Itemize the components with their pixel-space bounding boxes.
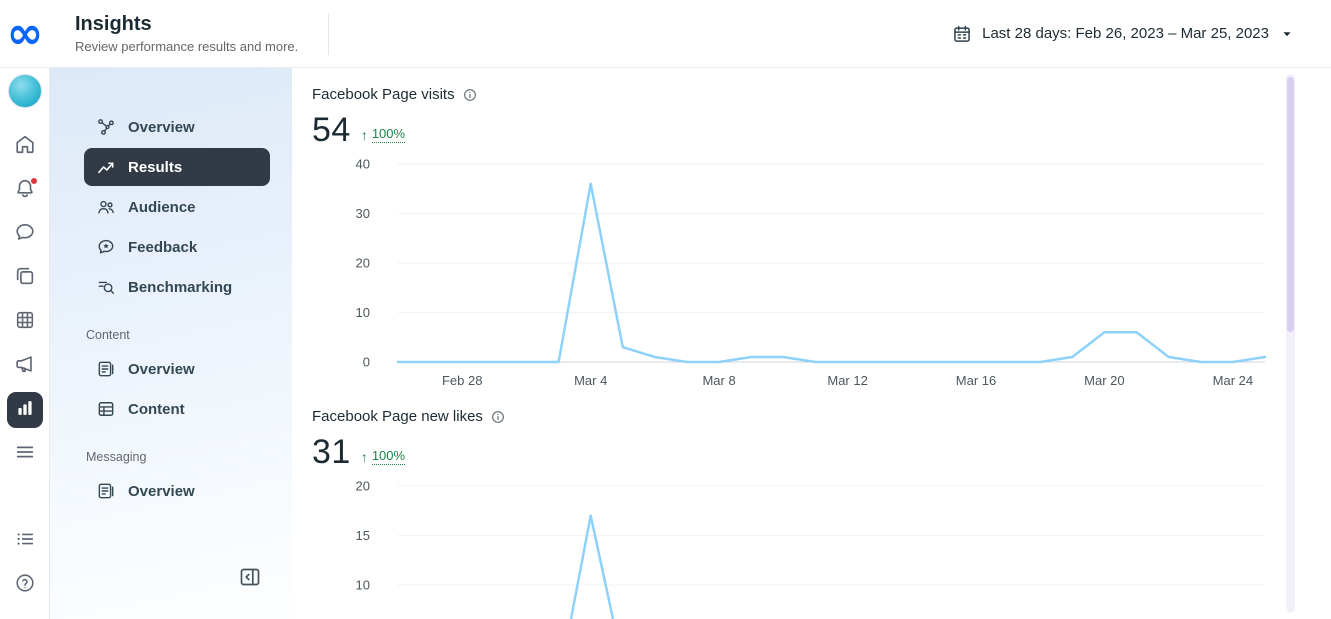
trend-up-icon: ↑	[360, 126, 368, 143]
metric-value: 31	[312, 433, 351, 471]
comment-star-icon	[96, 237, 116, 257]
all-tools-button[interactable]	[7, 436, 43, 472]
posts-button[interactable]	[7, 260, 43, 296]
pages-icon	[96, 481, 116, 501]
svg-text:Mar 24: Mar 24	[1213, 373, 1253, 388]
bar-chart-icon	[14, 397, 36, 424]
trend-indicator: ↑ 100%	[360, 448, 406, 465]
sidebar-item-label: Audience	[128, 198, 196, 216]
tasks-button[interactable]	[7, 523, 43, 559]
sidebar-item-content-overview[interactable]: Overview	[84, 350, 270, 388]
hamburger-menu-icon	[14, 441, 36, 468]
page-subtitle: Review performance results and more.	[75, 39, 299, 54]
chevron-down-icon	[1281, 28, 1293, 40]
header-divider	[328, 12, 330, 55]
inbox-button[interactable]	[7, 216, 43, 252]
profile-avatar[interactable]	[7, 74, 42, 108]
svg-text:10: 10	[356, 305, 370, 320]
sidebar-item-label: Benchmarking	[128, 278, 233, 296]
content-grid-icon	[96, 399, 116, 419]
notifications-button[interactable]	[7, 172, 43, 208]
insights-sidebar: Overview Results Audience	[50, 68, 292, 619]
trend-percent[interactable]: 100%	[371, 448, 406, 465]
info-icon[interactable]	[490, 409, 506, 425]
info-icon[interactable]	[462, 87, 478, 103]
svg-text:Mar 12: Mar 12	[827, 373, 867, 388]
sidebar-section-messaging: Messaging	[86, 450, 147, 464]
question-mark-icon	[14, 572, 36, 599]
sidebar-item-label: Content	[128, 400, 185, 418]
ads-button[interactable]	[7, 348, 43, 384]
sidebar-section-content: Content	[86, 328, 130, 342]
svg-text:20: 20	[356, 479, 370, 494]
chart-title: Facebook Page visits	[312, 86, 455, 103]
insights-button[interactable]	[6, 392, 43, 428]
svg-text:Mar 8: Mar 8	[702, 373, 735, 388]
chart-title: Facebook Page new likes	[312, 408, 483, 425]
svg-text:Mar 16: Mar 16	[956, 373, 996, 388]
people-icon	[96, 197, 116, 217]
main-content: Facebook Page visits 54 ↑ 100% 0 10 20 30 40…	[292, 68, 1331, 619]
page-visits-chart: 0 10 20 30 40 Feb 28 Mar 4 Mar 8 Mar 12 Mar 16 Mar…	[312, 156, 1275, 394]
home-button[interactable]	[7, 128, 43, 164]
notification-badge	[29, 177, 38, 185]
planner-button[interactable]	[7, 304, 43, 340]
svg-text:Feb 28: Feb 28	[442, 373, 482, 388]
sidebar-item-label: Feedback	[128, 238, 198, 256]
new-likes-card: Facebook Page new likes 31 ↑ 100% 051015…	[312, 408, 1275, 619]
svg-text:30: 30	[356, 206, 370, 221]
page-visits-card: Facebook Page visits 54 ↑ 100% 0 10 20 30 40…	[312, 86, 1275, 394]
sidebar-item-content[interactable]: Content	[84, 390, 270, 428]
copy-stack-icon	[14, 265, 36, 292]
sidebar-item-label: Overview	[128, 360, 195, 378]
sidebar-item-label: Overview	[128, 118, 195, 136]
trend-percent[interactable]: 100%	[371, 126, 406, 143]
search-compare-icon	[96, 277, 116, 297]
page-title: Insights	[75, 13, 152, 35]
calendar-icon	[952, 24, 972, 44]
home-icon	[14, 133, 36, 160]
svg-text:Mar 20: Mar 20	[1084, 373, 1124, 388]
svg-text:20: 20	[356, 256, 370, 271]
line-chart-icon	[96, 157, 116, 177]
sidebar-item-audience[interactable]: Audience	[84, 188, 270, 226]
sidebar-item-results[interactable]: Results	[84, 148, 270, 186]
chat-bubble-icon	[14, 221, 36, 248]
svg-text:15: 15	[356, 528, 370, 543]
svg-text:40: 40	[356, 157, 370, 172]
collapse-sidebar-button[interactable]	[238, 565, 262, 589]
meta-infinity-icon: ∞	[6, 7, 44, 59]
bell-icon	[14, 177, 36, 204]
svg-text:Mar 4: Mar 4	[574, 373, 607, 388]
sidebar-item-overview[interactable]: Overview	[84, 108, 270, 146]
header-title-block: Insights Review performance results and …	[75, 13, 298, 54]
date-range-picker[interactable]: Last 28 days: Feb 26, 2023 – Mar 25, 202…	[952, 24, 1293, 44]
vertical-scrollbar[interactable]	[1286, 74, 1295, 613]
sidebar-item-benchmarking[interactable]: Benchmarking	[84, 268, 270, 306]
app-body: Overview Results Audience	[0, 68, 1331, 619]
sidebar-item-messaging-overview[interactable]: Overview	[84, 472, 270, 510]
trend-indicator: ↑ 100%	[360, 126, 406, 143]
left-icon-rail	[0, 68, 50, 619]
sidebar-item-feedback[interactable]: Feedback	[84, 228, 270, 266]
pages-icon	[96, 359, 116, 379]
network-icon	[96, 117, 116, 137]
megaphone-icon	[14, 353, 36, 380]
help-button[interactable]	[7, 567, 43, 603]
svg-text:0: 0	[363, 355, 370, 370]
task-list-icon	[14, 528, 36, 555]
date-range-label: Last 28 days: Feb 26, 2023 – Mar 25, 202…	[982, 25, 1269, 42]
meta-logo[interactable]: ∞	[0, 7, 50, 59]
metric-value: 54	[312, 111, 351, 149]
grid-table-icon	[14, 309, 36, 336]
scrollbar-thumb[interactable]	[1287, 77, 1294, 332]
sidebar-item-label: Overview	[128, 482, 195, 500]
trend-up-icon: ↑	[360, 448, 368, 465]
svg-text:10: 10	[356, 578, 370, 593]
top-header: ∞ Insights Review performance results an…	[0, 0, 1331, 68]
sidebar-item-label: Results	[128, 158, 183, 176]
